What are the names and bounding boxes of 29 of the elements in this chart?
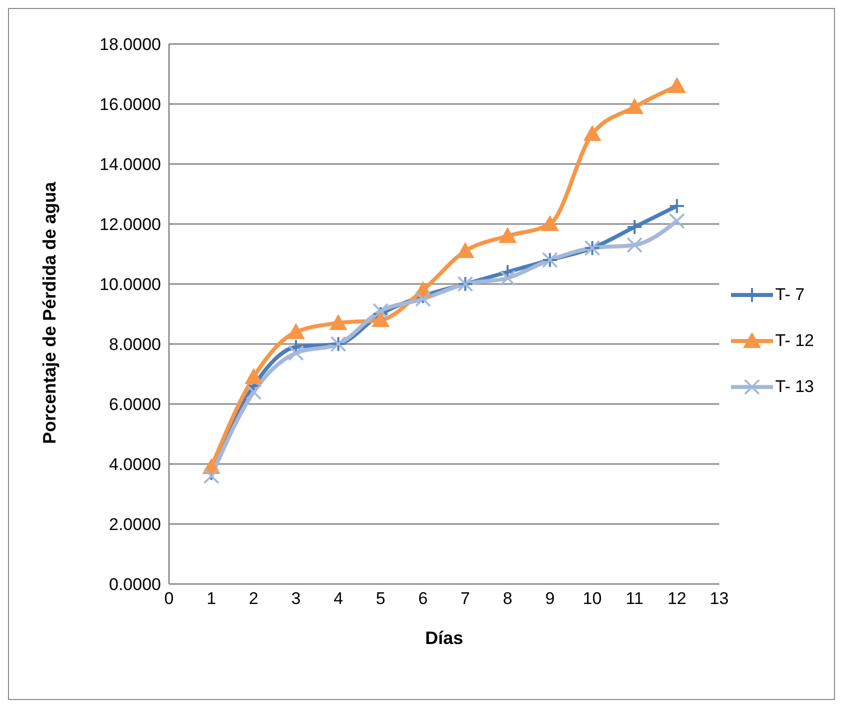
x-tick-label: 8 [502,589,512,608]
y-tick-label: 8.0000 [109,335,161,354]
x-tick-label: 9 [545,589,555,608]
x-tick-label: 4 [334,589,344,608]
legend-label: T- 7 [775,285,805,305]
x-tick-label: 7 [460,589,470,608]
y-tick-label: 2.0000 [109,515,161,534]
x-tick-label: 3 [291,589,301,608]
x-tick-label: 12 [667,589,686,608]
legend-label: T- 12 [775,331,814,351]
y-tick-label: 14.0000 [100,155,161,174]
x-tick-label: 10 [582,589,602,608]
legend-label: T- 13 [775,377,814,397]
y-tick-label: 10.0000 [100,275,161,294]
y-tick-label: 6.0000 [109,395,161,414]
y-axis-title: Porcentaje de Pérdida de agua [39,180,60,444]
y-tick-label: 12.0000 [100,215,161,234]
x-tick-label: 1 [206,589,216,608]
x-tick-label: 11 [626,589,644,608]
y-tick-label: 18.0000 [100,35,161,54]
x-tick-label: 0 [164,589,174,608]
x-tick-label: 6 [418,589,428,608]
y-tick-label: 4.0000 [109,455,161,474]
y-tick-label: 16.0000 [100,95,161,114]
x-tick-label: 5 [376,589,386,608]
y-tick-label: 0.0000 [109,575,161,594]
x-tick-label: 13 [710,589,729,608]
x-axis-title: Días [425,628,464,648]
x-tick-label: 2 [248,589,258,608]
